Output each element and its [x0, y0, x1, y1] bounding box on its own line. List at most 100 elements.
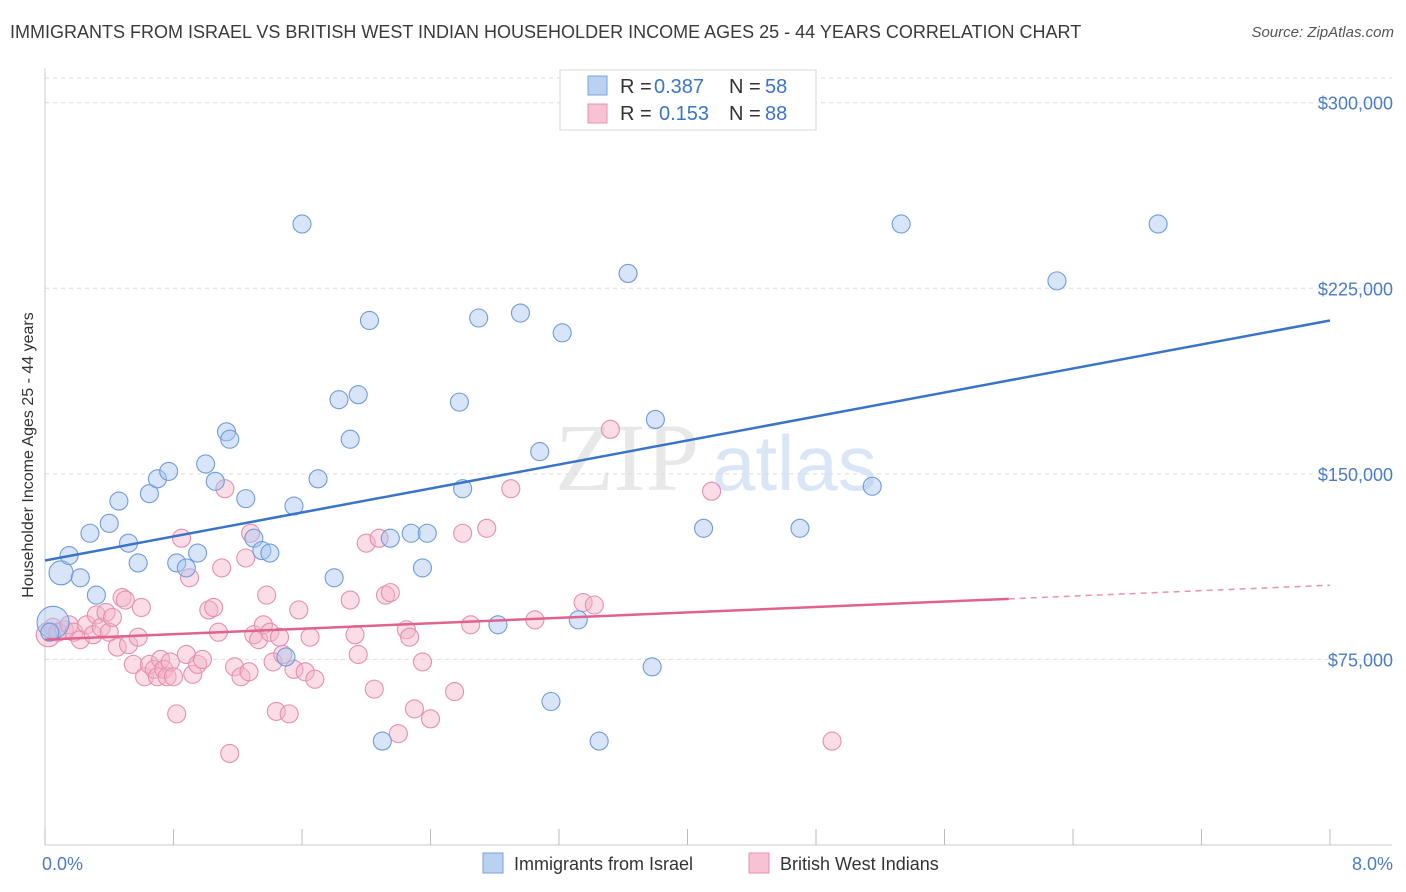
bwi-point-74 — [404, 699, 424, 719]
bwi-point-61 — [300, 627, 320, 647]
bwi-point-57 — [279, 704, 299, 724]
legend-r-label-1: R = — [620, 76, 652, 98]
bwi-point-41 — [215, 479, 235, 499]
y-tick-label-3: $300,000 — [1318, 94, 1393, 114]
israel-point-52 — [790, 518, 810, 538]
bwi-point-75 — [412, 652, 433, 672]
israel-point-34 — [380, 528, 400, 548]
bwi-point-64 — [345, 625, 365, 645]
bwi-point-51 — [257, 585, 277, 605]
bwi-point-62 — [305, 669, 325, 689]
israel-point-22 — [252, 541, 272, 561]
israel-point-50 — [645, 409, 665, 429]
israel-point-4 — [80, 523, 100, 543]
axes — [44, 68, 1392, 846]
israel-point-42 — [510, 303, 531, 323]
top-legend: R = 0.387 N = 58 R = 0.153 N = 88 — [559, 69, 817, 131]
watermark-zip: ZIP — [555, 404, 699, 511]
y-tick-label-2: $225,000 — [1318, 279, 1393, 299]
israel-point-41 — [488, 615, 508, 635]
legend-r-label-2: R = — [620, 103, 652, 125]
bwi-point-53 — [263, 652, 283, 672]
israel-point-26 — [292, 214, 312, 234]
bwi-point-14 — [107, 637, 127, 657]
israel-point-48 — [618, 263, 638, 284]
israel-point-7 — [109, 491, 129, 511]
y-tick-label-1: $150,000 — [1318, 465, 1393, 485]
israel-point-32 — [359, 310, 380, 331]
legend-r-value-2: 0.153 — [659, 103, 709, 125]
series-immigrants-from-israel — [36, 214, 1168, 751]
israel-point-3 — [70, 568, 90, 588]
israel-point-38 — [449, 392, 469, 412]
bottom-legend-label-blue: Immigrants from Israel — [514, 854, 693, 874]
israel-point-16 — [196, 454, 216, 474]
bwi-point-31 — [171, 528, 192, 548]
legend-n-label-2: N = — [729, 103, 761, 125]
bwi-point-68 — [369, 528, 389, 548]
bwi-point-46 — [239, 662, 259, 682]
bwi-point-40 — [212, 558, 232, 578]
israel-point-51 — [694, 518, 714, 538]
legend-n-label-1: N = — [729, 76, 761, 98]
bwi-point-11 — [96, 602, 116, 622]
israel-point-44 — [541, 691, 561, 712]
israel-point-55 — [1047, 271, 1067, 291]
bwi-point-34 — [183, 664, 203, 684]
israel-point-31 — [348, 385, 368, 405]
israel-point-33 — [372, 731, 392, 751]
bwi-point-8 — [83, 625, 103, 645]
bottom-legend-swatch-blue — [482, 852, 504, 874]
israel-point-29 — [329, 390, 349, 410]
bwi-point-63 — [340, 590, 360, 610]
series-british-west-indians — [35, 419, 842, 764]
y-tick-label-0: $75,000 — [1328, 650, 1393, 670]
israel-point-30 — [340, 429, 360, 449]
trend-lines — [44, 319, 1331, 641]
bwi-point-30 — [167, 704, 187, 724]
bwi-point-43 — [224, 657, 245, 677]
bwi-point-65 — [348, 644, 368, 665]
israel-point-12 — [159, 461, 179, 481]
bottom-legend-swatch-pink — [748, 852, 770, 874]
bwi-point-20 — [131, 597, 151, 618]
bottom-legend: Immigrants from Israel British West Indi… — [482, 852, 939, 874]
israel-point-17 — [205, 471, 225, 491]
israel-point-49 — [642, 657, 662, 677]
bwi-point-38 — [204, 597, 224, 618]
bwi-point-27 — [157, 667, 177, 687]
israel-point-5 — [86, 585, 106, 605]
israel-point-10 — [139, 484, 159, 504]
bwi-point-67 — [364, 679, 384, 699]
y-axis-title: Householder Income Ages 25 - 44 years — [20, 312, 37, 598]
israel-point-6 — [99, 513, 119, 533]
bwi-point-60 — [295, 662, 315, 682]
bwi-point-29 — [163, 667, 184, 687]
israel-point-19 — [220, 429, 240, 449]
x-tick-labels: 0.0% 8.0% — [42, 854, 1393, 874]
israel-point-57 — [40, 622, 60, 642]
x-tick-label-0: 0.0% — [42, 854, 83, 874]
bwi-point-36 — [192, 649, 212, 669]
israel-point-27 — [308, 469, 328, 489]
grid-lines — [45, 77, 1392, 660]
legend-r-value-1: 0.387 — [654, 76, 704, 98]
bottom-legend-label-pink: British West Indians — [780, 854, 939, 874]
bwi-point-52 — [260, 622, 280, 642]
trend-line-1-dashed — [1008, 584, 1331, 600]
bwi-point-66 — [356, 533, 376, 553]
israel-point-56 — [1148, 214, 1168, 234]
bwi-point-77 — [445, 682, 465, 702]
bwi-point-84 — [584, 595, 604, 615]
israel-point-43 — [530, 442, 550, 462]
bwi-point-13 — [102, 607, 123, 627]
israel-point-45 — [552, 323, 572, 343]
israel-point-20 — [236, 489, 256, 509]
legend-swatch-pink — [587, 103, 608, 124]
israel-point-35 — [401, 523, 421, 543]
israel-point-54 — [891, 214, 911, 234]
bwi-point-16 — [115, 590, 135, 610]
legend-swatch-blue — [587, 75, 608, 96]
israel-point-11 — [147, 469, 167, 489]
